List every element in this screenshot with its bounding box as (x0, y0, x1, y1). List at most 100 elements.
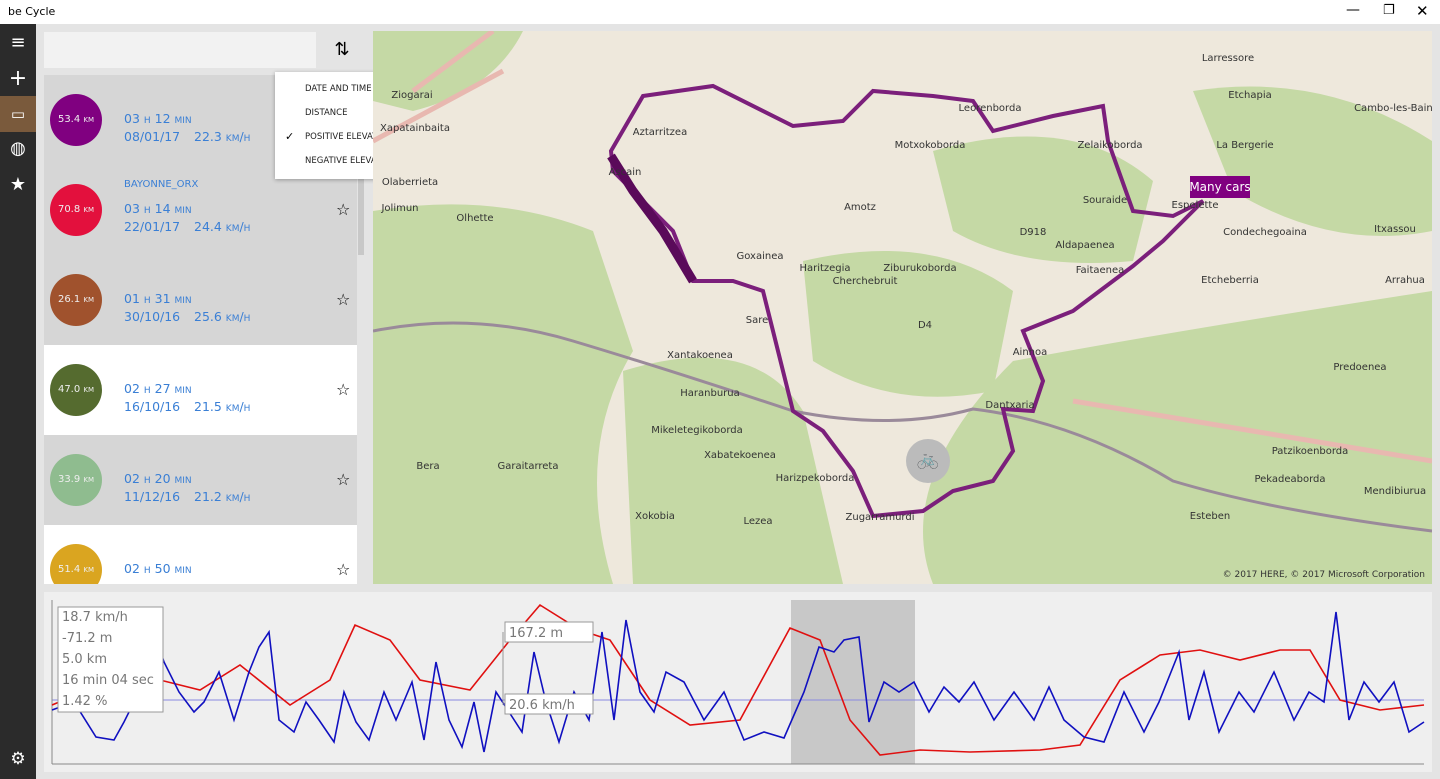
ride-date: 30/10/16 (124, 309, 181, 324)
copyright: © 2017 HERE, © 2017 Microsoft Corporatio… (1223, 570, 1425, 580)
map-label: Predoenea (1333, 362, 1386, 373)
ride-distance: 47.0 km (57, 384, 95, 395)
map-label: Leorenborda (959, 103, 1022, 114)
check-icon: ✓ (285, 130, 295, 143)
tooltip-line: 16 min 04 sec (62, 673, 154, 688)
ride-date: 16/10/16 (124, 399, 181, 414)
comments-button[interactable]: ▭ (0, 96, 36, 132)
favorites-button[interactable]: ★ (9, 174, 27, 195)
map-label: Aldapaenea (1055, 240, 1114, 251)
globe-button[interactable]: ◍ (10, 138, 26, 159)
ride-circle (50, 454, 102, 506)
map-label: Pekadeaborda (1254, 474, 1325, 485)
close[interactable]: ✕ (1416, 2, 1429, 20)
restore[interactable]: ❐ (1383, 3, 1395, 18)
ride-speed: 21.5 km/h (194, 399, 251, 414)
route-highlight (607, 153, 697, 284)
star-button[interactable]: ☆ (336, 470, 351, 489)
map-label: Ainhoa (1013, 347, 1048, 358)
annotation-box[interactable] (1190, 176, 1250, 198)
ride-duration: 03 h 12 min (124, 111, 192, 126)
map-label: Amotz (844, 202, 876, 213)
ride-speed: 24.4 km/h (194, 219, 251, 234)
map-label: Etchapia (1228, 90, 1271, 101)
ride-item[interactable]: 51.4 km 02 h 50 min ☆ (44, 525, 357, 584)
map-label: La Bergerie (1216, 140, 1273, 151)
map-label: Xabatekoenea (704, 450, 776, 461)
map-label: Faitaenea (1076, 265, 1125, 276)
bike-marker[interactable] (906, 439, 950, 483)
tooltip-line: 5.0 km (62, 652, 107, 667)
scrollbar (357, 75, 365, 584)
map-label: Olhette (456, 213, 493, 224)
star-button[interactable]: ☆ (336, 200, 351, 219)
ride-item[interactable]: 33.9 km 02 h 20 min 11/12/16 21.2 km/h ☆ (44, 435, 357, 525)
ride-duration: 02 h 50 min (124, 561, 192, 576)
map-label: Xapatainbaita (380, 123, 450, 134)
map-label: Garaitarreta (498, 461, 559, 472)
map-label: Harizpekoborda (776, 473, 855, 484)
ride-circle (50, 94, 102, 146)
ride-speed: 25.6 km/h (194, 309, 251, 324)
tooltip-line: 1.42 % (62, 694, 107, 709)
map-label: Xantakoenea (667, 350, 733, 361)
menu-button[interactable]: ≡ (10, 32, 26, 53)
sidebar: ≡ + ▭ ◍ ★ ⚙ (0, 24, 36, 779)
ride-name: BAYONNE_ORX (124, 179, 199, 190)
ride-circle (50, 544, 102, 584)
ride-item[interactable]: 26.1 km 01 h 31 min 30/10/16 25.6 km/h ☆ (44, 255, 357, 345)
search-box[interactable] (44, 32, 316, 68)
map-label: Souraide (1083, 195, 1127, 206)
tooltip-line: -71.2 m (62, 631, 112, 646)
minimize[interactable]: — (1346, 2, 1360, 18)
ride-duration: 02 h 27 min (124, 381, 192, 396)
map-label: Mikeletegikoborda (651, 425, 743, 436)
elevation-marker-text: 167.2 m (509, 626, 563, 641)
menu-item[interactable]: NEGATIVE ELEVATION (305, 156, 397, 166)
map-label: Larressore (1202, 53, 1254, 64)
map-label: Condechegoaina (1223, 227, 1307, 238)
ride-speed: 21.2 km/h (194, 489, 251, 504)
ride-duration: 03 h 14 min (124, 201, 192, 216)
map-label: Olaberrieta (382, 177, 438, 188)
scroll-thumb[interactable] (358, 170, 364, 255)
star-button[interactable]: ☆ (336, 290, 351, 309)
bike-icon: 🚲 (917, 449, 939, 470)
map-label: Cambo-les-Bains (1354, 103, 1432, 114)
menu-item[interactable]: DATE AND TIME (305, 84, 372, 94)
menu-item[interactable]: POSITIVE ELEVATION (305, 132, 393, 142)
sort-button[interactable]: ⇅ (318, 32, 366, 68)
menu-item[interactable]: DISTANCE (305, 108, 348, 118)
map-label: Zugarramurdi (846, 512, 915, 523)
window-title: be Cycle (8, 5, 56, 18)
speed-line (51, 611, 1425, 753)
ride-duration: 01 h 31 min (124, 291, 192, 306)
ride-distance: 51.4 km (57, 564, 95, 575)
title-bar: be Cycle — ❐ ✕ (0, 0, 1440, 24)
map-label: Arrahua (1385, 275, 1425, 286)
map-label: Haranburua (680, 388, 740, 399)
ride-distance: 26.1 km (57, 294, 95, 305)
settings-button[interactable]: ⚙ (10, 749, 26, 769)
selection[interactable] (791, 600, 915, 764)
add-button[interactable]: + (8, 66, 28, 91)
ride-speed: 22.3 km/h (194, 129, 251, 144)
ride-date: 11/12/16 (124, 489, 181, 504)
map-label: Esteben (1190, 511, 1230, 522)
chart-background (44, 592, 1432, 772)
map-label: Lezea (743, 516, 772, 527)
star-button[interactable]: ☆ (336, 560, 351, 579)
ride-item[interactable]: 70.8 km BAYONNE_ORX 03 h 14 min 22/01/17 24.… (44, 165, 357, 255)
star-button[interactable]: ☆ (336, 380, 351, 399)
ride-circle (50, 184, 102, 236)
map-label: Espelette (1172, 200, 1219, 211)
map-label: Zelaikoborda (1077, 140, 1142, 151)
ride-circle (50, 364, 102, 416)
route (608, 83, 1205, 519)
ride-item[interactable]: 47.0 km 02 h 27 min 16/10/16 21.5 km/h ☆ (44, 345, 357, 435)
ride-duration: 02 h 20 min (124, 471, 192, 486)
speed-marker (504, 693, 594, 715)
map-label: Sare (746, 315, 769, 326)
map-label: Haritzegia (799, 263, 850, 274)
map-label: Ziogarai (391, 90, 432, 101)
